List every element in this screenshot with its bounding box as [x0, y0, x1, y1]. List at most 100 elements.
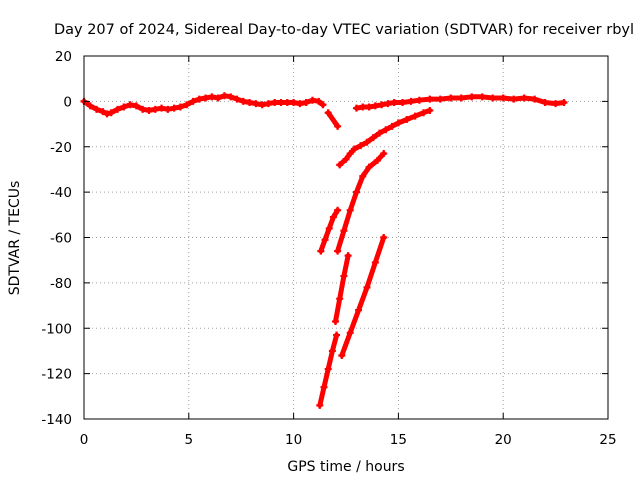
- y-axis-label: SDTVAR / TECUs: [7, 181, 23, 296]
- data-point: [183, 101, 191, 109]
- data-point: [365, 163, 373, 171]
- data-point: [319, 101, 327, 109]
- data-point: [151, 105, 159, 113]
- data-point: [369, 134, 377, 142]
- data-point: [189, 97, 197, 105]
- y-tick-label: -120: [41, 367, 72, 383]
- data-point: [382, 126, 390, 134]
- y-tick-label: 0: [63, 94, 72, 110]
- data-point: [552, 100, 560, 108]
- series-arc-12h-minus-85: [332, 252, 352, 325]
- data-point: [380, 234, 388, 241]
- data-point: [388, 122, 396, 130]
- data-point: [560, 99, 568, 107]
- data-point: [214, 94, 222, 102]
- data-point: [202, 94, 210, 102]
- data-point: [334, 122, 342, 130]
- data-point: [296, 100, 304, 108]
- data-point: [359, 172, 367, 180]
- data-point: [478, 93, 486, 101]
- data-point: [246, 99, 254, 107]
- data-point: [541, 99, 549, 107]
- x-tick-label: 25: [599, 432, 616, 448]
- series-trace: [335, 151, 387, 254]
- data-point: [346, 206, 354, 214]
- y-tick-label: 20: [55, 49, 72, 65]
- data-point: [384, 100, 392, 108]
- data-point: [510, 95, 518, 103]
- data-point: [316, 401, 324, 409]
- data-point: [252, 100, 260, 108]
- data-point: [371, 102, 379, 110]
- y-tick-label: -140: [41, 412, 72, 428]
- data-point: [426, 106, 434, 114]
- x-tick-label: 20: [495, 432, 512, 448]
- data-point: [352, 104, 360, 112]
- series-isolated-samples: [324, 109, 342, 130]
- grid-lines: [84, 56, 608, 419]
- data-point: [132, 102, 140, 110]
- y-tick-label: -20: [50, 140, 72, 156]
- data-point: [344, 252, 352, 260]
- data-point: [208, 93, 216, 101]
- data-point: [332, 317, 340, 325]
- series-recovery-arc: [336, 106, 434, 169]
- axis-ticks: [83, 55, 609, 420]
- data-point: [195, 95, 203, 103]
- data-point: [233, 95, 241, 103]
- data-point: [227, 93, 235, 101]
- data-point: [403, 116, 411, 124]
- data-point: [373, 156, 381, 164]
- data-point: [338, 351, 346, 359]
- data-point: [317, 247, 325, 255]
- x-tick-label: 15: [390, 432, 407, 448]
- series-baseline-early: [80, 92, 327, 118]
- data-point: [126, 101, 134, 109]
- data-point: [340, 272, 348, 280]
- data-point: [346, 150, 354, 158]
- y-tick-label: -100: [41, 321, 72, 337]
- x-tick-label: 10: [285, 432, 302, 448]
- data-point: [371, 258, 379, 266]
- data-point: [315, 97, 323, 105]
- data-series-layer: [80, 92, 568, 409]
- series-arc-12h-minus-45: [334, 150, 388, 255]
- data-point: [376, 129, 384, 137]
- data-point: [308, 96, 316, 104]
- data-point: [333, 331, 341, 339]
- y-tick-label: -40: [50, 185, 72, 201]
- data-point: [120, 103, 128, 111]
- x-tick-label: 5: [185, 432, 194, 448]
- data-point: [436, 95, 444, 103]
- data-point: [342, 155, 350, 163]
- data-point: [283, 99, 291, 107]
- data-point: [468, 93, 476, 101]
- data-point: [363, 283, 371, 291]
- data-point: [164, 105, 172, 113]
- data-point: [365, 103, 373, 111]
- data-point: [489, 94, 497, 102]
- data-point: [346, 329, 354, 337]
- data-point: [302, 99, 310, 107]
- x-tick-label: 0: [80, 432, 89, 448]
- data-point: [103, 110, 111, 118]
- x-axis-label: GPS time / hours: [287, 459, 404, 475]
- data-point: [394, 119, 402, 127]
- data-point: [320, 383, 328, 391]
- data-point: [86, 102, 94, 110]
- series-trace: [339, 235, 387, 358]
- series-trace: [325, 110, 341, 129]
- data-point: [93, 105, 101, 113]
- y-tick-label: -80: [50, 276, 72, 292]
- data-point: [355, 306, 363, 314]
- data-point: [170, 104, 178, 112]
- data-point: [420, 109, 428, 117]
- data-point: [340, 227, 348, 235]
- data-point: [447, 94, 455, 102]
- data-point: [378, 101, 386, 109]
- data-point: [176, 103, 184, 111]
- data-point: [336, 161, 344, 169]
- data-point: [325, 224, 333, 232]
- data-point: [271, 99, 279, 107]
